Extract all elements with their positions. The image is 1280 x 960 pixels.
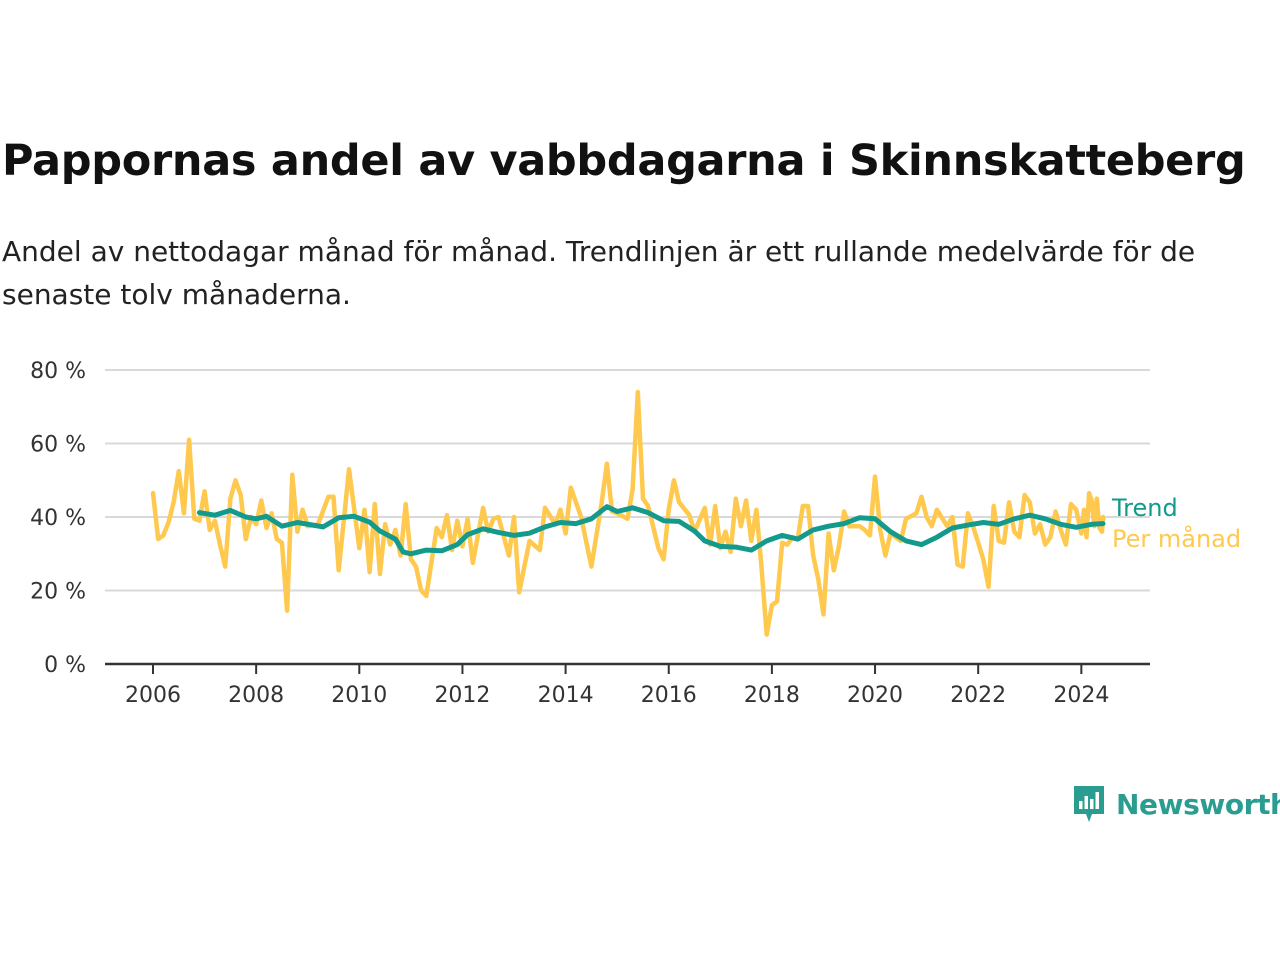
series-lines (150, 389, 1106, 637)
x-tick-label: 2020 (847, 683, 903, 708)
newsworthy-logo: Newsworthy (1072, 784, 1280, 824)
chart-subtitle: Andel av nettodagar månad för månad. Tre… (2, 235, 1196, 311)
y-tick-label: 0 % (44, 653, 86, 678)
x-tick-label: 2010 (331, 683, 387, 708)
y-tick-label: 20 % (30, 580, 86, 605)
legend-label-per-manad: Per månad (1112, 524, 1241, 553)
y-tick-label: 60 % (30, 433, 86, 458)
x-tick-label: 2012 (434, 683, 490, 708)
grid-lines (105, 369, 1150, 592)
x-tick-label: 2016 (641, 683, 697, 708)
series-line-per-manad (150, 389, 1106, 637)
series-line-trend (196, 504, 1106, 557)
x-tick-label: 2008 (228, 683, 284, 708)
x-tick-label: 2014 (538, 683, 594, 708)
x-tick-label: 2024 (1053, 683, 1109, 708)
logo-text: Newsworthy (1116, 787, 1280, 821)
legend-label-trend: Trend (1111, 494, 1178, 522)
y-tick-label: 80 % (30, 359, 86, 384)
x-tick-label: 2006 (125, 683, 181, 708)
x-axis: 2006 2008 2010 2012 2014 2016 2018 2020 2022 2024 (105, 662, 1150, 708)
line-chart: 0 % 20 % 40 % 60 % 80 % 2006 2008 2010 2012 2014… (30, 359, 1241, 708)
chart-title: Pappornas andel av vabbdagarna i Skinnsk… (2, 136, 1246, 186)
x-tick-label: 2022 (950, 683, 1006, 708)
y-tick-label: 40 % (30, 506, 86, 531)
x-tick-label: 2018 (744, 683, 800, 708)
newsworthy-chart-bubble-icon (1074, 786, 1104, 822)
y-axis-ticks: 0 % 20 % 40 % 60 % 80 % (30, 359, 86, 678)
